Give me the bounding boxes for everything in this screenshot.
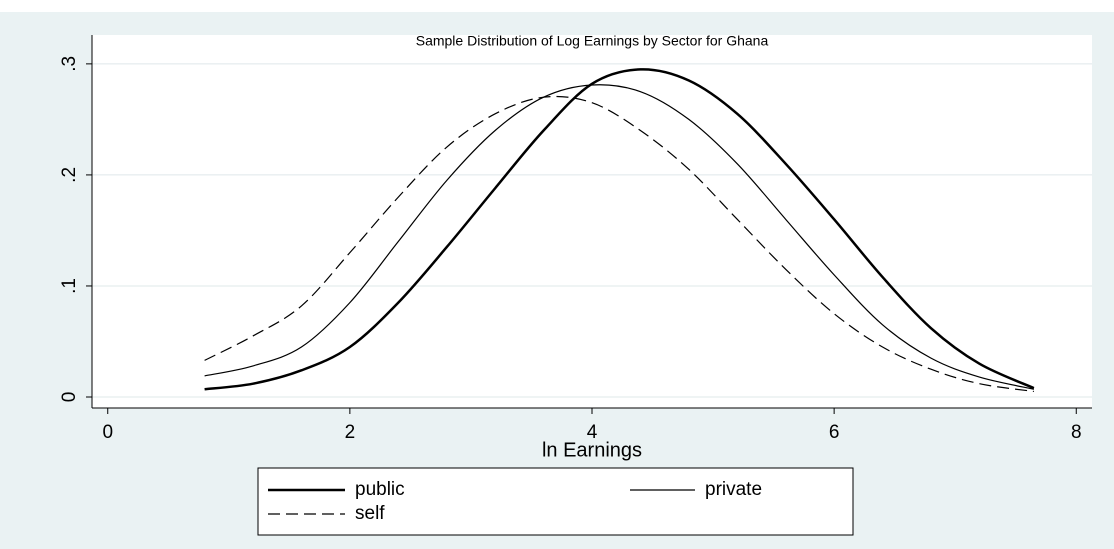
y-tick-label: .2 (59, 167, 80, 183)
series-line (204, 84, 1035, 390)
chart-title: Sample Distribution of Log Earnings by S… (416, 33, 769, 49)
x-tick-label: 2 (345, 422, 356, 443)
x-tick-label: 8 (1071, 422, 1082, 443)
series-line (204, 95, 1034, 393)
legend (257, 467, 854, 536)
x-tick-label: 0 (102, 422, 113, 443)
legend-label: public (355, 479, 405, 500)
legend-label: private (705, 479, 762, 500)
x-axis-label: ln Earnings (542, 439, 642, 461)
x-tick-label: 6 (829, 422, 840, 443)
y-tick-label: .1 (59, 278, 80, 294)
y-tick-label: 0 (59, 392, 80, 403)
legend-label: self (355, 503, 385, 524)
y-tick-label: .3 (59, 56, 80, 72)
plot-area (92, 35, 1092, 408)
series-line (204, 68, 1035, 391)
x-tick-label: 4 (587, 422, 598, 443)
